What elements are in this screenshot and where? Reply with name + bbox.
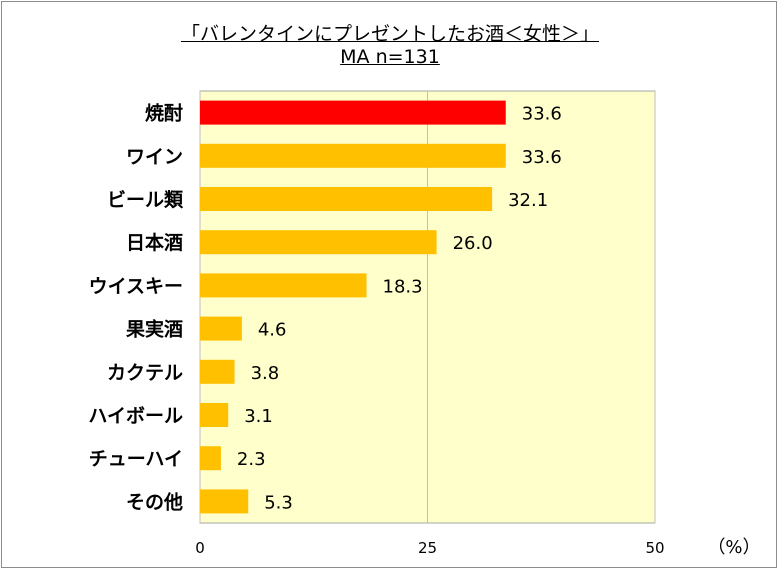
chart-title: 「バレンタインにプレゼントしたお酒＜女性＞」 — [180, 23, 599, 45]
x-tick-label: 0 — [195, 539, 205, 557]
category-label: カクテル — [107, 362, 183, 384]
value-labels: 33.6 33.6 32.1 26.0 18.3 4.6 3.8 3.1 2.3 5.3 — [237, 104, 562, 514]
bar — [200, 143, 506, 168]
x-tick-label: 25 — [418, 539, 437, 557]
category-label: チューハイ — [89, 448, 183, 470]
value-label: 3.1 — [244, 406, 273, 427]
chart-subtitle: MA n=131 — [340, 46, 440, 68]
value-label: 26.0 — [453, 233, 493, 254]
value-label: 33.6 — [522, 147, 562, 168]
value-label: 18.3 — [383, 276, 423, 297]
value-label: 2.3 — [237, 449, 266, 470]
category-label: 日本酒 — [126, 231, 183, 254]
bar — [200, 230, 437, 255]
x-tick-labels: 0 25 50 — [195, 539, 664, 557]
bar — [200, 273, 367, 298]
value-label: 4.6 — [258, 320, 287, 341]
bar — [200, 489, 249, 514]
x-unit-label: （%） — [707, 537, 760, 558]
bar — [200, 403, 229, 427]
bar — [200, 187, 493, 211]
bars — [200, 100, 506, 514]
bar — [200, 446, 221, 471]
category-label: ウイスキー — [89, 275, 183, 297]
category-label: 焼酎 — [145, 102, 183, 125]
bar — [200, 100, 506, 125]
value-label: 33.6 — [522, 104, 562, 125]
x-tick-label: 50 — [645, 539, 664, 557]
category-label: 果実酒 — [125, 318, 183, 341]
value-label: 5.3 — [264, 492, 293, 513]
category-label: ワイン — [126, 146, 183, 168]
bar — [200, 359, 235, 384]
value-label: 32.1 — [508, 190, 548, 211]
category-label: ハイボール — [88, 405, 183, 427]
value-label: 3.8 — [251, 363, 280, 384]
category-label: その他 — [126, 490, 183, 513]
bar — [200, 316, 242, 341]
category-label: ビール類 — [107, 189, 184, 211]
